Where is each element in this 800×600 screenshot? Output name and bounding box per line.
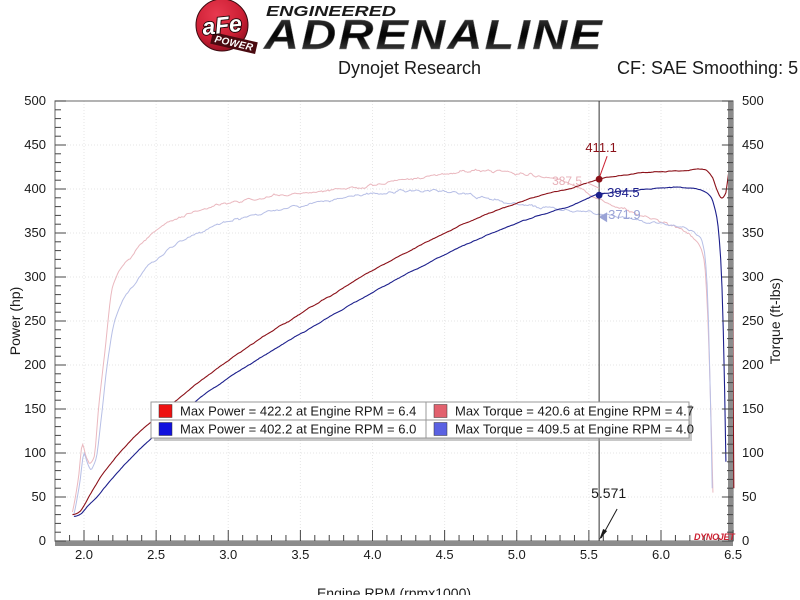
svg-text:0: 0 [742,533,749,548]
svg-text:500: 500 [742,95,764,108]
svg-text:50: 50 [32,489,46,504]
svg-text:3.0: 3.0 [219,547,237,562]
svg-text:Torque (ft-lbs): Torque (ft-lbs) [767,278,783,364]
svg-text:3.5: 3.5 [291,547,309,562]
svg-text:Max Torque = 409.5 at Engine R: Max Torque = 409.5 at Engine RPM = 4.0 [455,422,694,437]
svg-text:aFe: aFe [201,10,243,40]
svg-text:100: 100 [24,445,46,460]
svg-text:400: 400 [742,181,764,196]
svg-text:5.5: 5.5 [580,547,598,562]
svg-text:200: 200 [24,357,46,372]
svg-text:150: 150 [742,401,764,416]
svg-text:394.5: 394.5 [607,185,640,200]
svg-text:Max Power = 402.2 at Engine RP: Max Power = 402.2 at Engine RPM = 6.0 [180,422,416,437]
svg-text:400: 400 [24,181,46,196]
svg-text:300: 300 [742,269,764,284]
svg-text:4.5: 4.5 [436,547,454,562]
svg-text:250: 250 [24,313,46,328]
svg-text:2.0: 2.0 [75,547,93,562]
svg-text:200: 200 [742,357,764,372]
svg-text:Power (hp): Power (hp) [7,287,23,355]
svg-text:ADRENALINE: ADRENALINE [263,11,604,56]
svg-text:350: 350 [742,225,764,240]
svg-text:250: 250 [742,313,764,328]
svg-text:371.9: 371.9 [608,207,641,222]
svg-text:100: 100 [742,445,764,460]
svg-text:150: 150 [24,401,46,416]
svg-text:0: 0 [39,533,46,548]
svg-text:6.5: 6.5 [724,547,742,562]
svg-text:50: 50 [742,489,756,504]
svg-text:Engine RPM (rpmx1000): Engine RPM (rpmx1000) [317,585,471,595]
svg-text:Max Power = 422.2 at Engine RP: Max Power = 422.2 at Engine RPM = 6.4 [180,404,416,419]
svg-text:6.0: 6.0 [652,547,670,562]
svg-text:5.0: 5.0 [508,547,526,562]
svg-text:500: 500 [24,95,46,108]
svg-text:387.5: 387.5 [552,174,582,188]
svg-text:350: 350 [24,225,46,240]
svg-text:450: 450 [742,137,764,152]
svg-text:5.571: 5.571 [591,485,626,501]
svg-text:DYNOJET: DYNOJET [694,532,736,542]
svg-text:411.1: 411.1 [585,140,617,155]
svg-text:4.0: 4.0 [363,547,381,562]
svg-text:300: 300 [24,269,46,284]
svg-text:450: 450 [24,137,46,152]
svg-text:2.5: 2.5 [147,547,165,562]
svg-text:Max Torque = 420.6 at Engine R: Max Torque = 420.6 at Engine RPM = 4.7 [455,404,694,419]
